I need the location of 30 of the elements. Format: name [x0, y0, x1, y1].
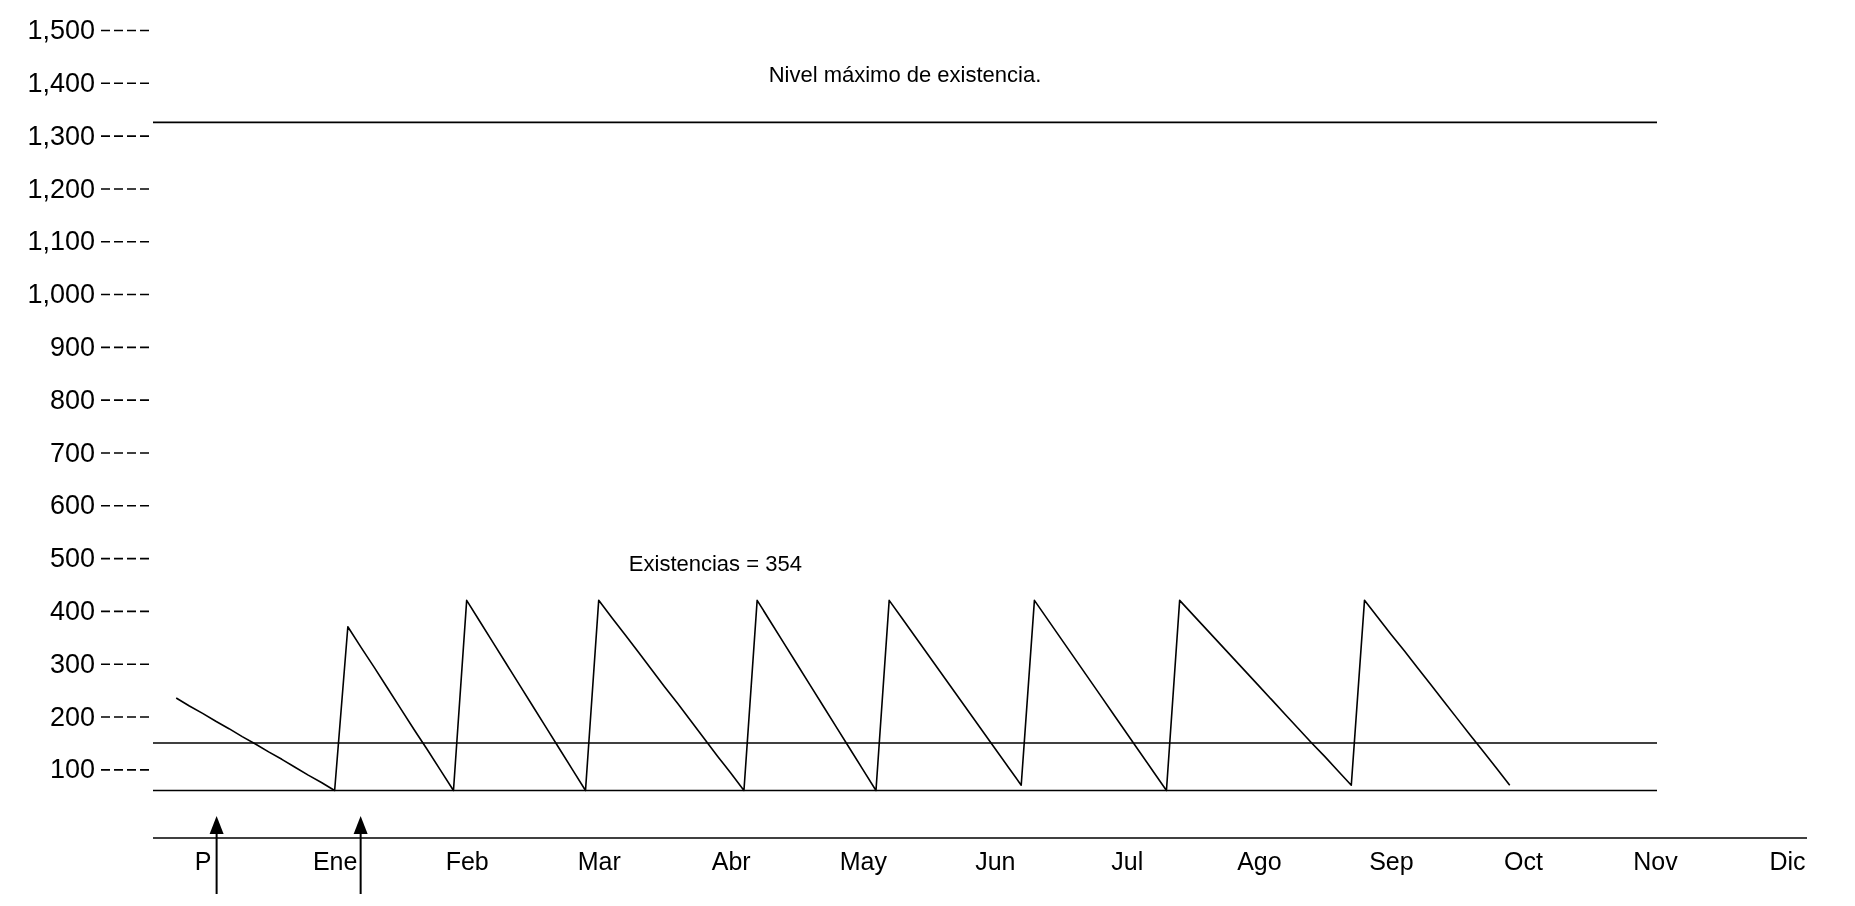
y-tick-label: 1,300 [27, 120, 95, 151]
x-tick-label: Jun [975, 846, 1016, 875]
x-tick-label: Nov [1633, 846, 1679, 875]
ref-line-label: Nivel máximo de existencia. [768, 62, 1042, 88]
x-tick-label: Jul [1111, 846, 1144, 875]
x-tick-label: Ene [312, 846, 358, 875]
y-tick-label: 700 [49, 437, 95, 468]
y-tick-label: 1,400 [27, 67, 95, 98]
y-tick-label: 900 [49, 332, 95, 362]
x-tick-label: Abr [711, 846, 751, 875]
x-tick-label: P [194, 846, 212, 875]
y-tick-label: 100 [49, 754, 95, 785]
y-tick-label: 400 [49, 596, 95, 627]
y-tick-label: 1,000 [27, 279, 95, 310]
x-tick-label: Feb [445, 846, 489, 875]
x-tick-label: Mar [577, 846, 621, 875]
x-tick-label: Ago [1237, 846, 1282, 875]
y-tick-label: 1,100 [27, 226, 95, 257]
y-tick-label: 1,200 [27, 173, 95, 204]
x-tick-label: Sep [1369, 846, 1414, 875]
annotation: Existencias = 354 [628, 551, 802, 577]
x-tick-label: Dic [1769, 846, 1806, 875]
y-tick-label: 200 [49, 701, 95, 732]
x-tick-label: May [839, 846, 888, 875]
y-tick-label: 600 [49, 490, 95, 521]
x-tick-label: Oct [1503, 846, 1543, 875]
y-tick-label: 1,500 [27, 15, 95, 46]
y-tick-label: 800 [49, 384, 95, 415]
y-tick-label: 500 [49, 543, 95, 574]
y-tick-label: 300 [49, 648, 95, 679]
